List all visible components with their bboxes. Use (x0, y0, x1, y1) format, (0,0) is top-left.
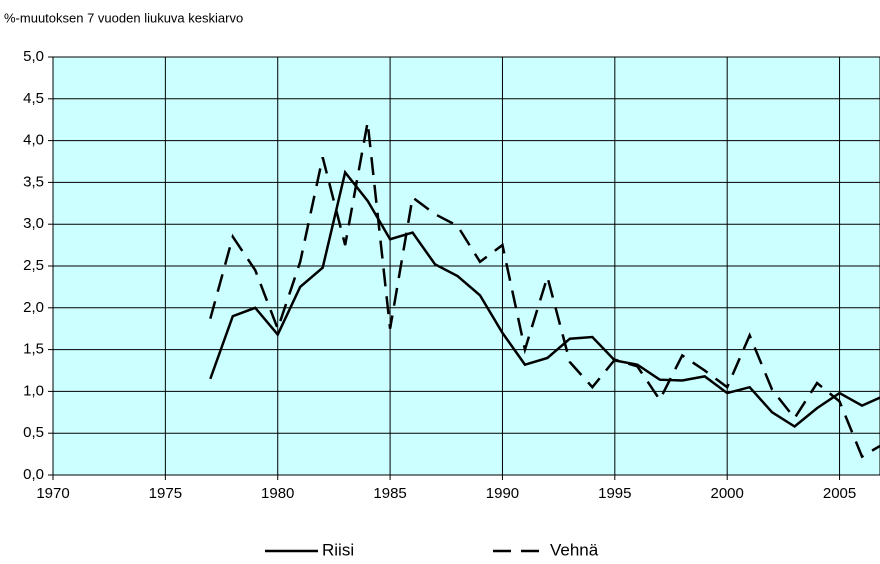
y-tick-label: 3,5 (23, 173, 44, 190)
x-tick-label: 1985 (373, 485, 406, 502)
x-tick-label: 1995 (598, 485, 631, 502)
x-tick-label: 2000 (710, 485, 743, 502)
y-tick-label: 2,0 (23, 299, 44, 316)
line-series (209, 121, 880, 459)
y-tick-label: 4,5 (23, 90, 44, 107)
y-tick-label: 1,5 (23, 341, 44, 358)
x-tick-label: 2005 (823, 485, 856, 502)
x-tick-label: 1990 (486, 485, 519, 502)
y-tick-label: 1,0 (23, 382, 44, 399)
y-tick-label: 3,0 (23, 215, 44, 232)
x-tick-label: 1980 (261, 485, 294, 502)
x-tick-label: 1970 (36, 485, 69, 502)
plot-lines (209, 121, 880, 459)
line-series (209, 169, 880, 429)
y-tick-label: 0,0 (23, 466, 44, 483)
x-tick-label: 1975 (149, 485, 182, 502)
chart-title: %-muutoksen 7 vuoden liukuva keskiarvo (4, 10, 243, 25)
y-tick-label: 4,0 (23, 132, 44, 149)
y-tick-label: 0,5 (23, 424, 44, 441)
legend-label: Vehnä (550, 540, 599, 559)
legend-label: Riisi (322, 540, 354, 559)
y-tick-label: 2,5 (23, 257, 44, 274)
y-tick-label: 5,0 (23, 48, 44, 65)
